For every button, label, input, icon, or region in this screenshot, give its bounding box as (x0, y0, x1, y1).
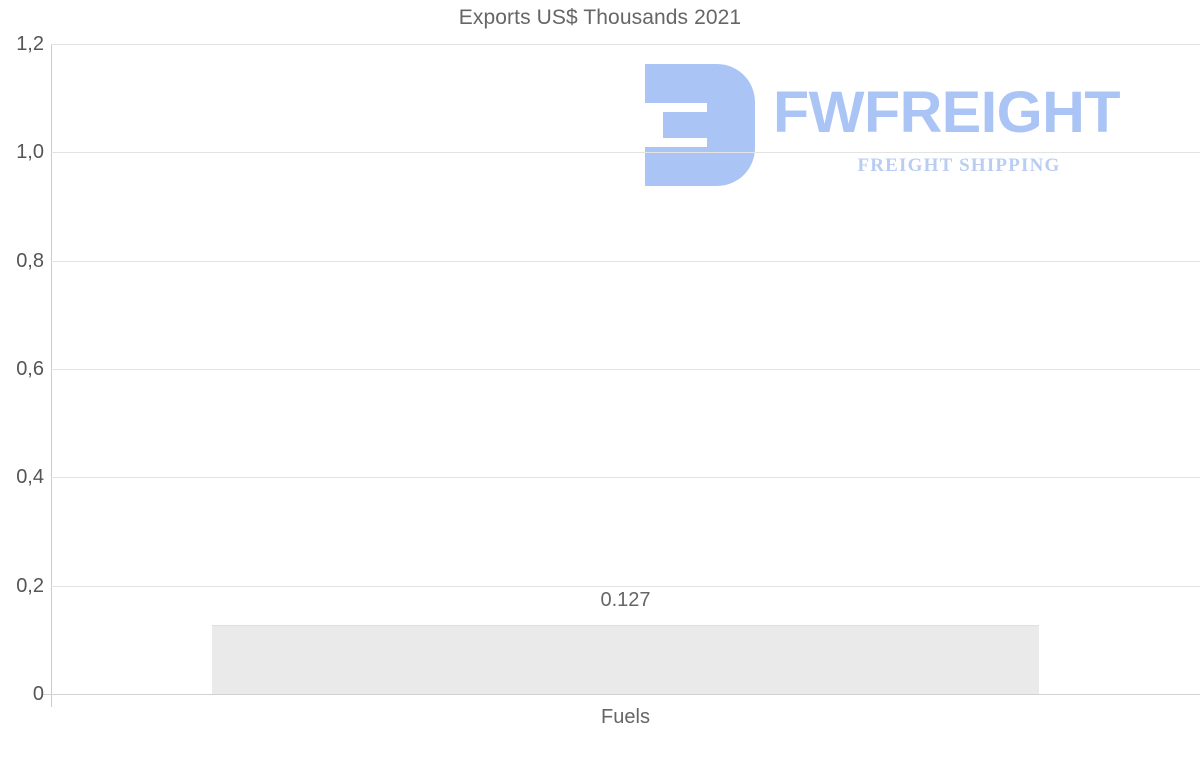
y-axis-tick-label: 0,2 (16, 574, 44, 597)
y-axis-tick-label: 0 (32, 683, 44, 705)
plot-area: 0.127 (42, 44, 1200, 695)
x-axis-tick-label: Fuels (601, 706, 650, 728)
gridline (51, 369, 1200, 370)
y-axis-tick-label: 1,0 (16, 141, 44, 164)
y-axis-tick-label: 1,2 (16, 33, 44, 55)
y-axis-tick-label: 0,8 (16, 249, 44, 272)
gridline (51, 44, 1200, 45)
gridline (51, 477, 1200, 479)
gridline (51, 585, 1200, 587)
y-axis-tick-label: 0,4 (16, 466, 44, 489)
bar[interactable] (211, 625, 1040, 694)
y-axis-line (51, 44, 52, 707)
gridline (51, 152, 1200, 154)
gridline (51, 260, 1200, 262)
chart-title: Exports US$ Thousands 2021 (458, 6, 742, 29)
bar-value-label: 0.127 (600, 589, 651, 612)
y-axis-tick-label: 0,6 (16, 358, 44, 380)
axis-baseline (42, 694, 1200, 695)
